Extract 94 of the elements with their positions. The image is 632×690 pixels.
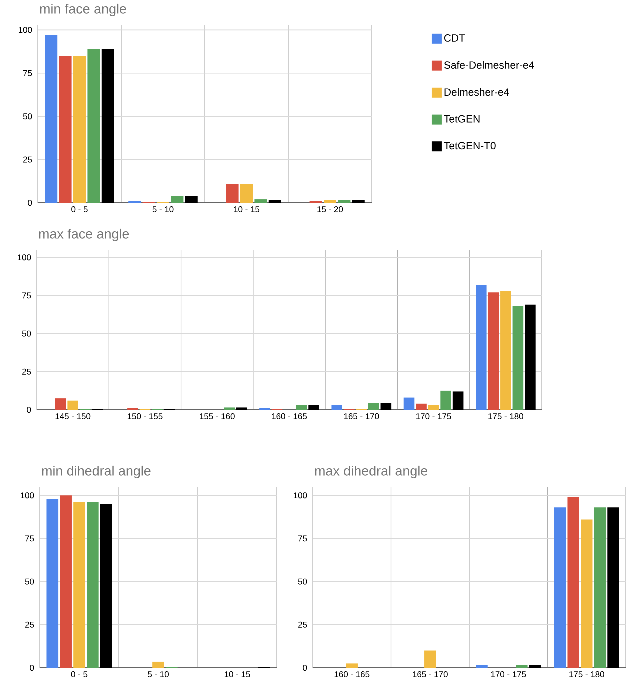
bar xyxy=(100,504,112,668)
bar xyxy=(352,200,365,203)
legend-label: TetGEN xyxy=(444,115,480,123)
x-tick-label: 0 - 5 xyxy=(71,672,88,678)
y-tick-label: 50 xyxy=(25,578,34,585)
bar xyxy=(102,49,114,203)
x-tick-label: 15 - 20 xyxy=(318,206,344,213)
x-tick-label: 165 - 170 xyxy=(344,414,380,420)
bar xyxy=(338,200,351,203)
bar xyxy=(404,398,415,410)
x-tick-label: 145 - 150 xyxy=(56,414,91,420)
bar xyxy=(516,665,528,668)
bar xyxy=(608,508,620,668)
bar xyxy=(554,508,566,668)
bar xyxy=(581,520,593,668)
bar xyxy=(74,56,86,203)
x-tick-label: 155 - 160 xyxy=(200,414,235,420)
y-tick-label: 75 xyxy=(24,70,32,76)
bar xyxy=(525,304,536,410)
y-tick-label: 100 xyxy=(18,254,32,261)
chart-title: max dihedral angle xyxy=(315,466,428,479)
y-tick-label: 25 xyxy=(23,156,32,163)
bar xyxy=(568,497,580,668)
bar xyxy=(296,405,308,410)
x-tick-label: 160 - 165 xyxy=(334,672,370,678)
y-tick-label: 75 xyxy=(298,536,308,542)
y-tick-label: 0 xyxy=(30,665,34,671)
y-tick-label: 50 xyxy=(23,114,32,120)
x-tick-label: 150 - 155 xyxy=(128,414,163,420)
bar xyxy=(74,502,86,668)
bar xyxy=(452,392,464,410)
bar xyxy=(268,200,282,203)
chart-title: max face angle xyxy=(39,228,130,242)
x-tick-label: 5 - 10 xyxy=(152,206,174,213)
y-tick-label: 50 xyxy=(298,578,308,585)
bar xyxy=(368,403,380,410)
bar xyxy=(55,398,66,410)
x-tick-label: 165 - 170 xyxy=(413,672,448,678)
y-tick-label: 25 xyxy=(25,622,34,628)
bar xyxy=(500,291,512,410)
bar xyxy=(308,405,320,410)
x-tick-label: 170 - 175 xyxy=(416,414,452,420)
bar xyxy=(332,405,343,410)
bar xyxy=(346,664,358,668)
bar xyxy=(529,665,542,668)
bar xyxy=(428,405,440,410)
y-tick-label: 100 xyxy=(20,492,34,499)
x-tick-label: 160 - 165 xyxy=(272,414,308,420)
bar xyxy=(488,292,500,410)
bar xyxy=(476,285,487,410)
y-tick-label: 50 xyxy=(22,330,32,337)
y-tick-label: 0 xyxy=(27,407,32,413)
x-tick-label: 175 - 180 xyxy=(570,672,604,678)
x-tick-label: 170 - 175 xyxy=(491,672,526,678)
bar xyxy=(60,496,72,668)
bar xyxy=(185,196,198,203)
bar xyxy=(476,665,488,668)
chart-title: min face angle xyxy=(40,4,126,16)
bar xyxy=(324,200,336,203)
legend-label: Safe-Delmesher-e4 xyxy=(444,61,534,69)
bar xyxy=(59,56,72,203)
y-tick-label: 0 xyxy=(303,665,308,671)
bar xyxy=(594,508,606,668)
bar xyxy=(416,404,427,410)
bar xyxy=(87,502,99,668)
bar xyxy=(152,662,164,668)
x-tick-label: 175 - 180 xyxy=(488,414,524,420)
bar xyxy=(45,35,58,203)
y-tick-label: 100 xyxy=(18,27,32,34)
bar xyxy=(424,650,436,668)
legend-label: CDT xyxy=(444,34,466,42)
y-tick-label: 25 xyxy=(22,368,32,375)
legend-label: Delmesher-e4 xyxy=(444,88,510,96)
legend-label: TetGEN-T0 xyxy=(444,142,496,150)
x-tick-label: 10 - 15 xyxy=(234,206,260,213)
x-tick-label: 10 - 15 xyxy=(224,672,250,678)
bar xyxy=(226,184,239,203)
x-tick-label: 0 - 5 xyxy=(72,206,88,213)
bar xyxy=(68,400,78,410)
bar xyxy=(440,390,452,410)
x-tick-label: 5 - 10 xyxy=(148,672,169,678)
y-tick-label: 25 xyxy=(298,622,308,628)
bar xyxy=(254,200,268,203)
y-tick-label: 0 xyxy=(28,200,32,206)
y-tick-label: 75 xyxy=(22,292,32,299)
chart-title: min dihedral angle xyxy=(42,466,151,479)
bar xyxy=(240,184,253,203)
bar xyxy=(380,403,392,410)
bar xyxy=(171,196,184,203)
bar xyxy=(46,499,59,668)
y-tick-label: 100 xyxy=(294,492,308,499)
bar xyxy=(512,306,524,410)
bar xyxy=(88,49,100,203)
y-tick-label: 75 xyxy=(26,536,34,542)
